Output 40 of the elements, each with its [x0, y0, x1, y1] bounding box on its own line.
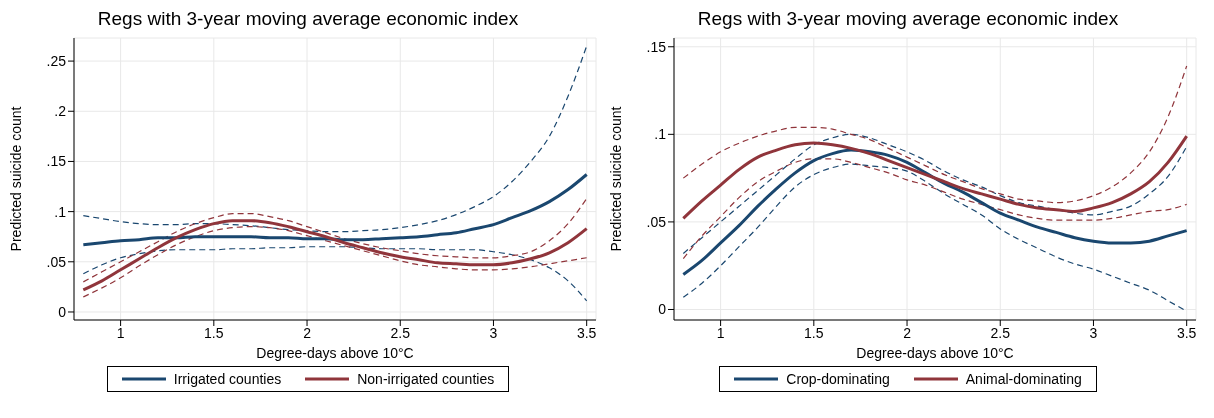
y-tick-label: .05 — [646, 213, 667, 230]
legend-label: Crop-dominating — [786, 371, 890, 387]
y-tick-label: .1 — [654, 126, 667, 143]
y-axis-title: Predicted suicide count — [7, 106, 24, 252]
line-series — [682, 65, 1188, 204]
y-tick-label: 0 — [58, 303, 67, 320]
y-tick-label: .1 — [54, 203, 67, 220]
x-tick-label: 3 — [1089, 324, 1098, 341]
y-axis-title: Predicted suicide count — [607, 106, 624, 252]
x-tick-label: 1 — [116, 324, 125, 341]
x-tick-label: 3.5 — [576, 324, 597, 341]
x-axis-title: Degree-days above 10°C — [856, 345, 1014, 361]
x-tick-label: 3.5 — [1176, 324, 1197, 341]
y-tick-label: .05 — [46, 253, 67, 270]
y-tick-label: .2 — [54, 103, 67, 120]
line-series — [681, 148, 1189, 276]
line-series — [82, 45, 588, 233]
chart-title: Regs with 3-year moving average economic index — [696, 8, 1120, 31]
line-series — [81, 172, 589, 247]
x-axis-title: Degree-days above 10°C — [256, 345, 414, 361]
chart-title: Regs with 3-year moving average economic index — [96, 8, 520, 31]
x-tick-label: 2 — [303, 324, 312, 341]
y-tick-label: 0 — [658, 301, 667, 318]
line-series — [681, 134, 1189, 220]
line-series — [682, 133, 1188, 255]
legend-label: Animal-dominating — [965, 371, 1082, 387]
x-tick-label: 3 — [489, 324, 498, 341]
x-tick-label: 2.5 — [390, 324, 411, 341]
x-tick-label: 2 — [903, 324, 912, 341]
y-tick-label: .15 — [46, 153, 67, 170]
x-tick-label: 1 — [716, 324, 725, 341]
x-tick-label: 1.5 — [804, 324, 824, 341]
x-tick-label: 2.5 — [990, 324, 1011, 341]
legend-label: Irrigated counties — [173, 371, 282, 387]
y-tick-label: .25 — [46, 53, 67, 70]
line-series — [82, 246, 588, 302]
y-tick-label: .15 — [646, 38, 667, 55]
legend-label: Non-irrigated counties — [357, 371, 495, 387]
x-tick-label: 1.5 — [204, 324, 224, 341]
line-series — [682, 158, 1188, 260]
